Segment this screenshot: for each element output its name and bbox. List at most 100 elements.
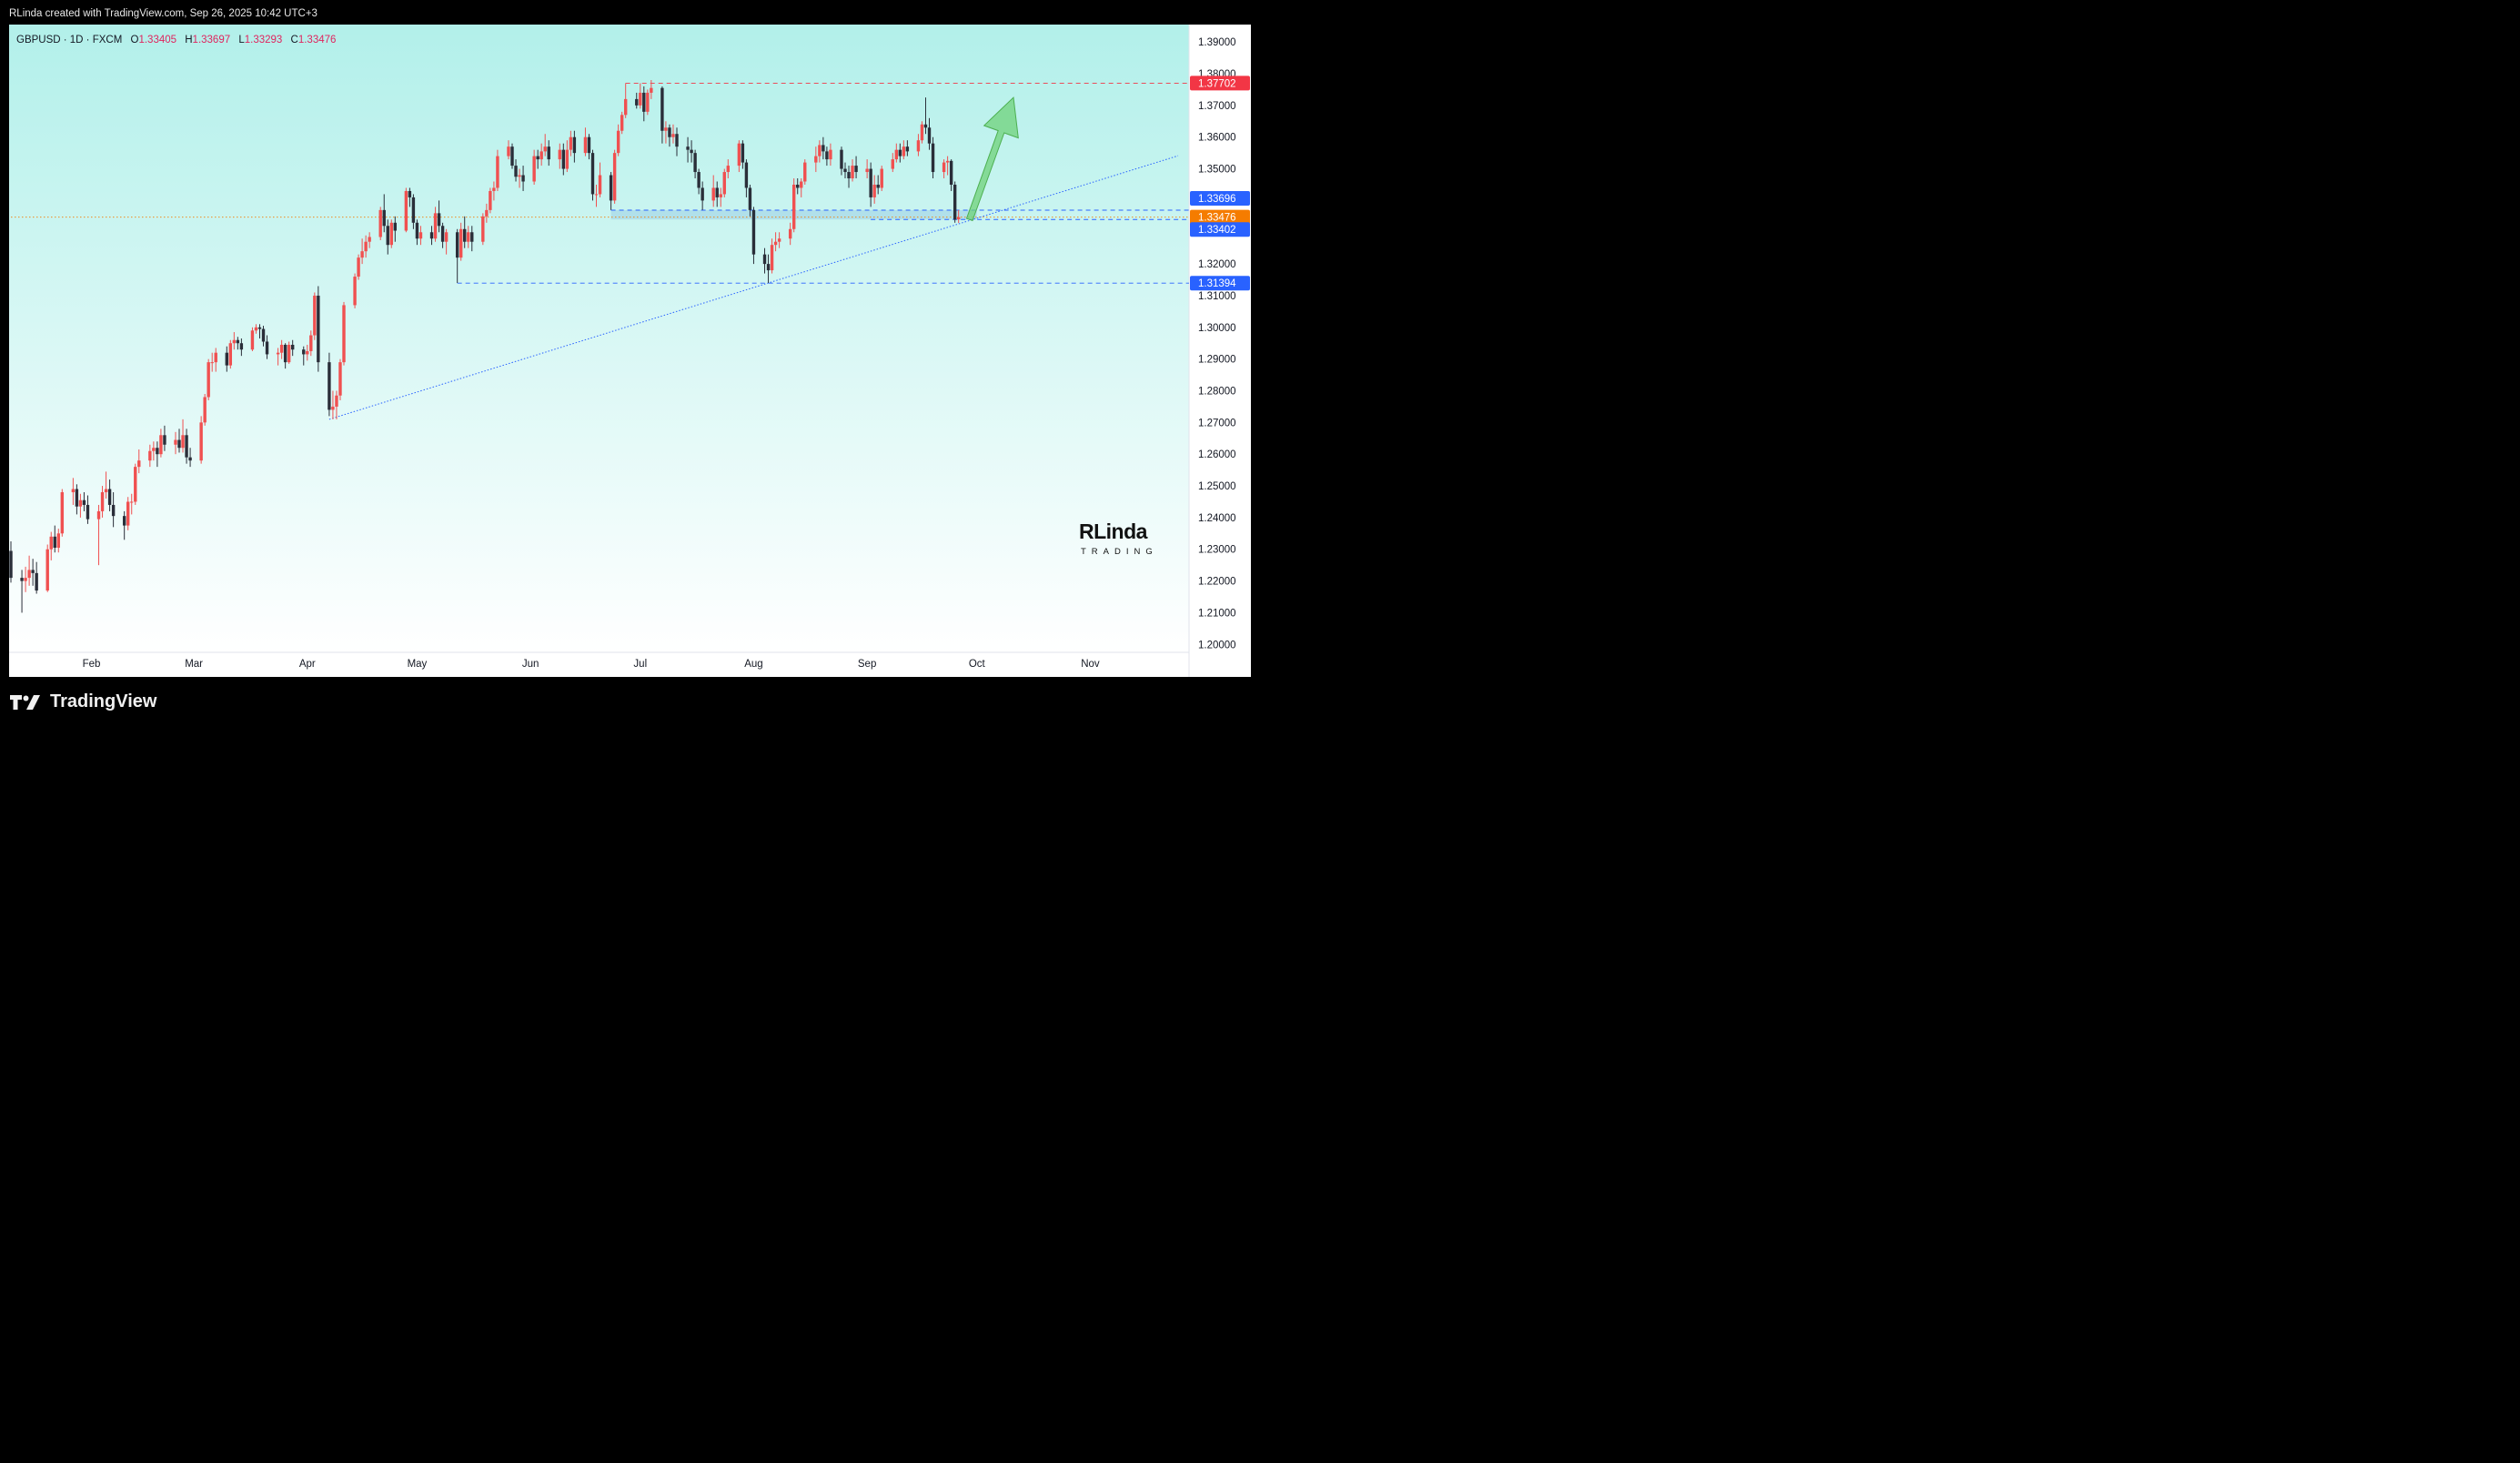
- candle-body-184: [953, 184, 957, 220]
- chart-frame[interactable]: 1.390001.380001.370001.360001.350001.340…: [9, 25, 1251, 677]
- candle-body-74: [389, 222, 393, 246]
- candle-body-59: [313, 295, 317, 336]
- candle-body-114: [594, 194, 599, 196]
- price-chart[interactable]: 1.390001.380001.370001.360001.350001.340…: [9, 25, 1251, 677]
- x-tick-label-8: Oct: [969, 659, 986, 670]
- candle-body-181: [942, 162, 946, 173]
- x-tick-label-2: Apr: [299, 659, 316, 670]
- price-label-1: 1.33696: [1198, 194, 1236, 205]
- y-tick-label-8: 1.31000: [1198, 291, 1236, 302]
- candle-body-67: [357, 257, 360, 277]
- candle-body-142: [741, 143, 745, 163]
- candle-body-14: [82, 499, 86, 505]
- candle-body-121: [635, 98, 639, 106]
- tradingview-brand: TradingView: [50, 691, 157, 711]
- candle-body-31: [174, 439, 177, 445]
- y-tick-label-2: 1.37000: [1198, 101, 1236, 112]
- candle-body-28: [156, 448, 159, 455]
- time-axis-background: [9, 652, 1189, 677]
- x-tick-label-7: Sep: [858, 659, 876, 670]
- price-label-4: 1.31394: [1198, 278, 1236, 289]
- candle-body-48: [257, 327, 262, 329]
- candle-body-107: [561, 149, 566, 169]
- candle-body-163: [847, 172, 851, 179]
- candle-body-10: [60, 492, 65, 534]
- projection-arrow: [965, 96, 1019, 222]
- candle-body-78: [411, 197, 416, 223]
- candle-body-11: [71, 489, 76, 493]
- price-label-2: 1.33476: [1198, 213, 1236, 224]
- x-tick-label-0: Feb: [83, 659, 101, 670]
- ohlc-legend: GBPUSD · 1D · FXCM O1.33405 H1.33697 L1.…: [16, 35, 336, 45]
- candle-body-104: [543, 146, 547, 152]
- candle-body-116: [609, 175, 613, 201]
- candle-body-93: [489, 190, 492, 210]
- candle-body-173: [898, 149, 902, 156]
- candle-body-17: [100, 492, 105, 511]
- candle-body-130: [675, 134, 679, 147]
- candle-body-79: [415, 222, 419, 239]
- candle-body-118: [616, 130, 620, 154]
- candle-body-172: [894, 149, 899, 160]
- x-tick-label-1: Mar: [185, 659, 203, 670]
- candle-body-69: [364, 241, 368, 252]
- candle-body-8: [53, 536, 56, 548]
- candle-body-137: [715, 187, 719, 197]
- candle-body-182: [945, 160, 950, 163]
- watermark-title: RLinda: [1079, 520, 1147, 543]
- candle-body-151: [788, 228, 792, 239]
- candle-body-3: [27, 570, 31, 579]
- candle-body-113: [590, 153, 595, 195]
- y-tick-label-0: 1.39000: [1198, 37, 1236, 48]
- candle-body-162: [843, 168, 847, 173]
- candle-body-88: [463, 228, 467, 242]
- candle-body-13: [78, 499, 83, 507]
- candle-body-105: [547, 146, 550, 160]
- candle-body-158: [822, 145, 825, 152]
- candle-body-47: [254, 327, 258, 331]
- candle-body-179: [927, 127, 932, 144]
- candle-body-131: [686, 146, 690, 150]
- price-label-bg-1: [1190, 191, 1250, 207]
- candle-body-135: [701, 187, 704, 201]
- price-label-bg-2: [1190, 209, 1250, 225]
- candle-body-165: [854, 166, 858, 173]
- candle-body-2: [24, 578, 27, 581]
- candle-body-81: [429, 232, 434, 239]
- price-label-3: 1.33402: [1198, 225, 1236, 236]
- candle-body-111: [583, 136, 588, 154]
- candle-body-0: [9, 550, 13, 579]
- candle-body-134: [697, 172, 701, 188]
- candle-body-43: [232, 339, 237, 344]
- candle-body-87: [459, 228, 463, 258]
- candle-body-4: [31, 570, 35, 573]
- candle-body-120: [623, 98, 628, 116]
- candle-body-20: [111, 504, 116, 517]
- candle-body-159: [825, 151, 829, 160]
- candle-body-65: [342, 305, 346, 363]
- candle-body-56: [302, 349, 306, 355]
- candle-body-33: [181, 435, 185, 449]
- y-tick-label-4: 1.35000: [1198, 165, 1236, 176]
- candle-body-24: [134, 467, 137, 502]
- candle-body-40: [214, 352, 217, 363]
- candle-body-178: [923, 124, 928, 128]
- candle-body-140: [726, 166, 731, 173]
- candle-body-42: [228, 343, 233, 366]
- symbol-info[interactable]: GBPUSD · 1D · FXCM: [16, 35, 123, 45]
- candle-body-36: [199, 422, 203, 461]
- candle-body-160: [829, 149, 832, 160]
- candle-body-161: [840, 149, 843, 169]
- candle-body-45: [239, 343, 244, 350]
- candle-body-1: [20, 578, 24, 581]
- candle-body-61: [328, 362, 331, 410]
- candle-body-101: [532, 156, 536, 182]
- candle-body-32: [177, 439, 181, 449]
- y-tick-label-9: 1.30000: [1198, 323, 1236, 334]
- low-value: 1.33293: [244, 35, 283, 45]
- candle-body-6: [45, 549, 49, 591]
- candle-body-168: [872, 184, 876, 197]
- candle-body-39: [210, 362, 214, 364]
- candle-body-132: [690, 149, 693, 154]
- y-tick-label-10: 1.29000: [1198, 355, 1236, 366]
